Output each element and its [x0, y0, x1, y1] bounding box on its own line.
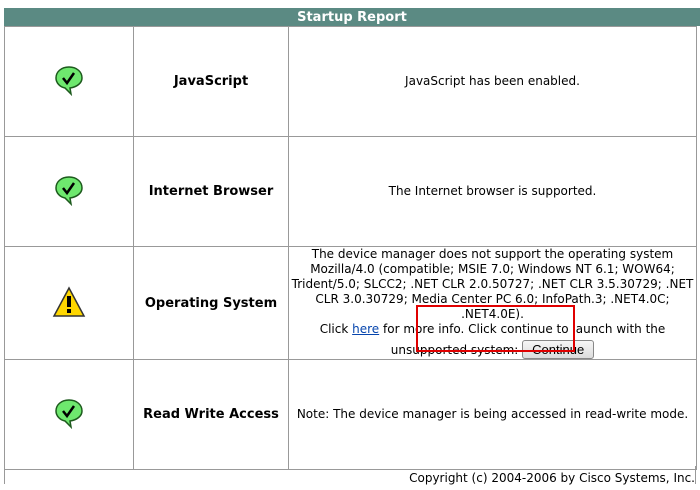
- check-name: Read Write Access: [133, 359, 289, 470]
- check-name: Operating System: [133, 246, 289, 360]
- check-bubble-icon: [55, 176, 83, 207]
- table-row: Read Write Access Note: The device manag…: [4, 359, 697, 470]
- continue-button[interactable]: Continue: [522, 340, 595, 359]
- warning-triangle-icon: [52, 285, 86, 317]
- check-message: Note: The device manager is being access…: [288, 359, 697, 470]
- more-info-link[interactable]: here: [352, 322, 380, 336]
- check-message: The Internet browser is supported.: [288, 136, 697, 247]
- table-row: JavaScript JavaScript has been enabled.: [4, 26, 697, 137]
- table-row: Operating System The device manager does…: [4, 246, 697, 360]
- check-name: Internet Browser: [133, 136, 289, 247]
- table-row: Internet Browser The Internet browser is…: [4, 136, 697, 247]
- report-title: Startup Report: [4, 8, 700, 26]
- startup-report-table: JavaScript JavaScript has been enabled. …: [4, 26, 697, 470]
- copyright-footer: Copyright (c) 2004-2006 by Cisco Systems…: [4, 466, 696, 485]
- check-message: JavaScript has been enabled.: [288, 26, 697, 137]
- check-bubble-icon: [55, 399, 83, 430]
- check-message: The device manager does not support the …: [291, 247, 694, 321]
- check-bubble-icon: [55, 66, 83, 97]
- highlight-box: [416, 305, 575, 352]
- check-name: JavaScript: [133, 26, 289, 137]
